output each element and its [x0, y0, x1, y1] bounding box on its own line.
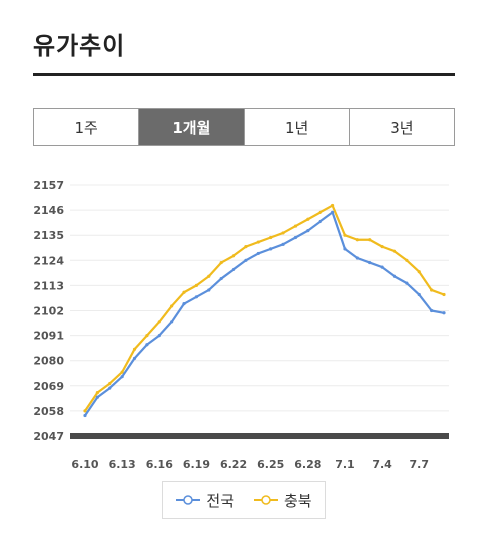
y-tick-label: 2113 [33, 279, 64, 292]
series-line-nationwide [84, 211, 445, 417]
data-point-chungbuk [182, 290, 186, 294]
data-point-nationwide [244, 258, 248, 262]
data-point-nationwide [120, 375, 124, 379]
data-point-nationwide [170, 320, 174, 324]
page-title: 유가추이 [33, 32, 126, 60]
data-point-nationwide [380, 265, 384, 269]
legend-marker-chungbuk-icon [254, 495, 278, 505]
data-point-chungbuk [355, 238, 359, 242]
data-point-nationwide [182, 302, 186, 306]
data-point-chungbuk [83, 409, 87, 413]
data-point-chungbuk [120, 370, 124, 374]
x-tick-label: 6.22 [220, 458, 247, 471]
data-point-chungbuk [269, 235, 273, 240]
data-point-chungbuk [157, 320, 161, 324]
data-point-chungbuk [219, 260, 223, 265]
y-tick-label: 2080 [33, 355, 64, 368]
data-point-nationwide [231, 267, 236, 272]
data-point-nationwide [417, 292, 421, 297]
data-point-chungbuk [330, 203, 335, 208]
x-tick-label: 7.7 [409, 458, 429, 471]
data-point-nationwide [256, 251, 260, 256]
y-tick-label: 2102 [33, 305, 64, 318]
period-tabs: 1주 1개월 1년 3년 [33, 108, 455, 146]
data-point-nationwide [269, 247, 273, 251]
data-point-nationwide [281, 242, 285, 246]
data-point-nationwide [405, 281, 409, 285]
title-divider [33, 73, 455, 76]
data-point-chungbuk [207, 274, 211, 278]
data-point-chungbuk [380, 245, 384, 249]
y-tick-label: 2124 [33, 254, 64, 267]
y-tick-label: 2047 [33, 430, 64, 443]
data-point-chungbuk [170, 304, 174, 308]
y-tick-label: 2146 [33, 204, 64, 217]
data-point-chungbuk [318, 210, 322, 214]
data-point-chungbuk [430, 288, 434, 292]
data-point-chungbuk [293, 224, 298, 228]
data-point-chungbuk [244, 245, 248, 249]
data-point-chungbuk [405, 258, 409, 262]
y-tick-label: 2058 [33, 405, 64, 418]
series-line-chungbuk [84, 204, 445, 412]
legend-label-chungbuk: 충북 [284, 491, 312, 510]
data-point-nationwide [430, 308, 434, 313]
legend-item-chungbuk[interactable]: 충북 [254, 490, 312, 511]
data-point-nationwide [219, 276, 223, 281]
legend-label-nationwide: 전국 [206, 491, 234, 510]
data-point-chungbuk [306, 217, 310, 221]
chart-legend: 전국 충북 [162, 481, 326, 519]
x-axis-baseline [70, 433, 449, 439]
data-point-chungbuk [108, 381, 112, 386]
legend-item-nationwide[interactable]: 전국 [176, 490, 234, 511]
data-point-nationwide [95, 395, 99, 399]
data-point-nationwide [343, 247, 347, 251]
data-point-nationwide [157, 334, 161, 338]
data-point-nationwide [293, 235, 298, 240]
tab-1-year[interactable]: 1년 [243, 109, 349, 145]
data-point-nationwide [207, 288, 211, 292]
data-point-nationwide [442, 311, 446, 315]
tab-3-years[interactable]: 3년 [348, 109, 454, 145]
data-point-nationwide [306, 229, 310, 233]
y-tick-label: 2157 [33, 179, 64, 192]
data-point-nationwide [108, 386, 112, 390]
data-point-nationwide [194, 295, 199, 299]
legend-marker-nationwide-icon [176, 495, 201, 505]
data-point-nationwide [368, 260, 372, 265]
x-tick-label: 6.10 [71, 458, 98, 471]
data-point-chungbuk [417, 270, 421, 274]
data-point-chungbuk [132, 347, 137, 351]
x-tick-label: 6.25 [257, 458, 284, 471]
tab-1-month[interactable]: 1개월 [138, 109, 244, 145]
y-tick-label: 2135 [33, 229, 64, 242]
data-point-nationwide [145, 343, 149, 347]
x-tick-label: 7.4 [372, 458, 392, 471]
data-point-chungbuk [442, 292, 446, 297]
data-point-chungbuk [368, 238, 372, 242]
price-trend-chart: 2157 2146 2135 2124 2113 2102 2091 2080 2069 2058… [33, 179, 449, 471]
data-point-nationwide [83, 413, 87, 418]
data-point-chungbuk [343, 233, 347, 237]
x-tick-label: 6.13 [109, 458, 136, 471]
data-point-chungbuk [194, 283, 199, 287]
data-point-nationwide [318, 219, 322, 224]
data-point-chungbuk [281, 231, 285, 235]
data-point-chungbuk [95, 391, 99, 395]
data-point-nationwide [355, 256, 359, 260]
data-point-chungbuk [145, 334, 149, 338]
data-point-nationwide [132, 356, 137, 361]
tab-1-week[interactable]: 1주 [74, 118, 98, 137]
data-point-chungbuk [256, 240, 260, 244]
data-point-chungbuk [392, 249, 397, 253]
data-point-chungbuk [231, 254, 236, 258]
y-tick-label: 2069 [33, 380, 64, 393]
data-point-nationwide [330, 210, 335, 214]
x-tick-label: 6.16 [146, 458, 173, 471]
x-tick-label: 6.19 [183, 458, 210, 471]
x-tick-label: 7.1 [335, 458, 355, 471]
data-point-nationwide [392, 274, 397, 278]
x-tick-label: 6.28 [294, 458, 321, 471]
y-tick-label: 2091 [33, 330, 64, 343]
